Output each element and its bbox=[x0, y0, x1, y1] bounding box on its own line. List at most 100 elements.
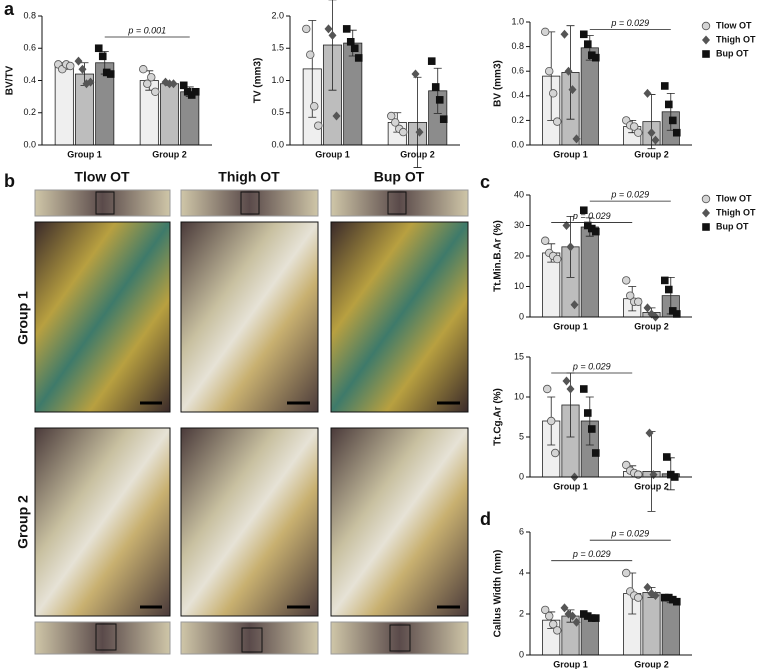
data-point bbox=[310, 102, 319, 111]
y-axis-label: Tt.Min.B.Ar (%) bbox=[493, 220, 504, 292]
y-axis-label: Callus Width (mm) bbox=[493, 550, 504, 638]
data-point bbox=[435, 96, 444, 104]
data-point bbox=[668, 307, 677, 315]
y-tick-label: 0.0 bbox=[511, 139, 524, 149]
y-tick-label: 4 bbox=[519, 567, 524, 577]
significance-label: p = 0.029 bbox=[610, 529, 649, 539]
data-point bbox=[179, 81, 188, 90]
data-point bbox=[143, 79, 152, 88]
data-point bbox=[187, 91, 196, 99]
data-point bbox=[568, 611, 577, 621]
data-point bbox=[562, 221, 571, 230]
roi-box bbox=[387, 191, 407, 215]
data-point bbox=[553, 626, 562, 635]
overview-image bbox=[34, 189, 171, 217]
data-point bbox=[622, 568, 631, 578]
data-point bbox=[664, 100, 673, 109]
data-point bbox=[591, 614, 600, 622]
data-point bbox=[572, 617, 581, 627]
x-tick-label: Group 2 bbox=[634, 149, 669, 159]
y-tick-label: 1.0 bbox=[511, 16, 524, 26]
histology-panel: b Tlow OT Thigh OT Bup OT Group 1 Group … bbox=[4, 169, 469, 655]
y-tick-label: 0 bbox=[519, 311, 524, 321]
column-header: Tlow OT bbox=[74, 169, 130, 185]
legend-label: Tlow OT bbox=[716, 20, 752, 30]
data-point bbox=[169, 79, 178, 89]
data-point bbox=[591, 449, 600, 457]
data-point bbox=[551, 448, 560, 458]
data-point bbox=[342, 25, 351, 33]
data-point bbox=[587, 51, 596, 60]
y-axis-label: BV/TV bbox=[5, 65, 16, 95]
data-point bbox=[151, 87, 160, 96]
data-point bbox=[572, 134, 581, 144]
y-tick-label: 0.4 bbox=[511, 90, 524, 100]
bar bbox=[661, 599, 680, 656]
legend-marker bbox=[701, 21, 711, 31]
data-point bbox=[643, 582, 652, 592]
histology-image bbox=[180, 221, 319, 413]
data-point bbox=[541, 236, 550, 245]
y-tick-label: 0.5 bbox=[271, 107, 284, 117]
data-point bbox=[566, 242, 575, 252]
data-point bbox=[354, 54, 363, 62]
data-point bbox=[626, 291, 635, 300]
y-tick-label: 2.0 bbox=[271, 10, 284, 20]
data-point bbox=[328, 30, 337, 40]
panel-label: d bbox=[480, 509, 491, 529]
histology-image bbox=[330, 221, 469, 413]
data-point bbox=[543, 384, 552, 394]
y-tick-label: 0.8 bbox=[23, 10, 36, 20]
x-tick-label: Group 1 bbox=[553, 321, 588, 331]
data-point bbox=[579, 30, 588, 39]
data-point bbox=[568, 85, 577, 95]
data-point bbox=[587, 614, 596, 622]
legend-marker bbox=[702, 35, 710, 45]
data-point bbox=[86, 77, 95, 87]
legend-label: Bup OT bbox=[716, 221, 749, 231]
bar bbox=[580, 226, 599, 318]
y-tick-label: 30 bbox=[514, 220, 524, 230]
data-point bbox=[427, 57, 436, 65]
bar-chart: c 0 10 20 30 40 Tt.Min.B.Ar (%) Group 1 Group 2 p… bbox=[480, 172, 756, 332]
data-point bbox=[583, 409, 592, 417]
legend-label: Tlow OT bbox=[716, 193, 752, 203]
y-axis-label: TV (mm3) bbox=[253, 58, 264, 104]
bar bbox=[159, 83, 180, 146]
error-bar bbox=[308, 20, 317, 118]
data-point bbox=[647, 128, 656, 138]
data-point bbox=[346, 38, 355, 46]
x-tick-label: Group 2 bbox=[152, 149, 187, 159]
bar-chart: d 0 2 4 6 Callus Width (mm) Group 1 Group 2 p = … bbox=[480, 509, 692, 669]
data-point bbox=[660, 82, 669, 90]
data-point bbox=[591, 53, 600, 62]
overview-image bbox=[180, 189, 319, 217]
y-tick-label: 0.6 bbox=[23, 43, 36, 53]
y-tick-label: 0.2 bbox=[23, 107, 36, 117]
data-point bbox=[583, 221, 592, 230]
legend-marker bbox=[702, 223, 710, 231]
x-tick-label: Group 2 bbox=[634, 481, 669, 491]
legend-marker bbox=[701, 194, 711, 204]
y-tick-label: 0.6 bbox=[511, 66, 524, 76]
bar-chart: 0 5 10 15 Tt.Cg.Ar (%) Group 1 Group 2 p = 0.02… bbox=[493, 351, 692, 512]
data-point bbox=[570, 300, 579, 310]
data-point bbox=[587, 224, 596, 233]
data-point bbox=[74, 56, 83, 66]
legend-label: Thigh OT bbox=[716, 34, 756, 44]
data-point bbox=[560, 29, 569, 39]
panel-label: c bbox=[480, 172, 490, 192]
data-point bbox=[591, 227, 600, 236]
data-point bbox=[549, 620, 558, 629]
data-point bbox=[545, 66, 554, 76]
data-point bbox=[183, 87, 192, 96]
bar bbox=[642, 592, 661, 656]
bar bbox=[580, 47, 599, 146]
error-bar bbox=[585, 396, 594, 446]
data-point bbox=[541, 27, 550, 37]
bar bbox=[54, 65, 74, 146]
data-point bbox=[672, 597, 681, 606]
y-tick-label: 1.5 bbox=[271, 43, 284, 53]
data-point bbox=[553, 254, 562, 264]
data-point bbox=[662, 453, 671, 461]
